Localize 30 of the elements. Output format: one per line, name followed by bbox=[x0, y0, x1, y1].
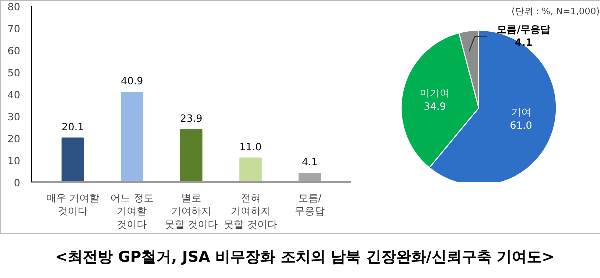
data-label: 20.1 bbox=[62, 122, 84, 134]
y-tick-label: 50 bbox=[8, 68, 21, 80]
slice-label: 모름/무응답 bbox=[497, 24, 551, 36]
slice-label: 미기여 bbox=[420, 88, 450, 100]
data-label: 61.0 bbox=[510, 120, 532, 132]
bar bbox=[121, 92, 144, 182]
bar bbox=[62, 138, 84, 182]
y-tick-label: 0 bbox=[14, 178, 21, 190]
y-tick-label: 20 bbox=[8, 134, 21, 146]
x-tick-label: 모름/ 무응답 bbox=[295, 194, 326, 218]
x-tick-label: 매우 기여할 것이다 bbox=[46, 194, 100, 218]
x-tick-label: 어느 정도 기여할 것이다 bbox=[110, 194, 154, 231]
data-label: 34.9 bbox=[424, 102, 446, 113]
data-label: 40.9 bbox=[121, 76, 144, 88]
bar bbox=[240, 158, 262, 182]
y-tick-label: 40 bbox=[8, 90, 21, 102]
y-tick-label: 10 bbox=[8, 156, 21, 168]
data-label: 11.0 bbox=[240, 142, 262, 154]
y-tick-label: 30 bbox=[8, 112, 21, 124]
data-label: 23.9 bbox=[180, 114, 203, 125]
y-tick-label: 80 bbox=[8, 2, 21, 14]
x-tick-label: 별로 기여하지 못할 것이다 bbox=[164, 194, 218, 231]
text: (단위 : %, N=1,000) bbox=[512, 8, 600, 18]
x-tick-label: 전혀 기여하지 못할 것이다 bbox=[224, 194, 278, 231]
y-tick-label: 60 bbox=[8, 46, 21, 58]
y-tick-label: 70 bbox=[8, 24, 21, 36]
text: <최전방 GP철거, JSA 비무장화 조치의 남북 긴장완화/신뢰구축 기여도> bbox=[54, 247, 556, 268]
data-label: 4.1 bbox=[302, 157, 318, 168]
bar bbox=[180, 129, 203, 182]
slice-label: 기여 bbox=[511, 108, 532, 119]
